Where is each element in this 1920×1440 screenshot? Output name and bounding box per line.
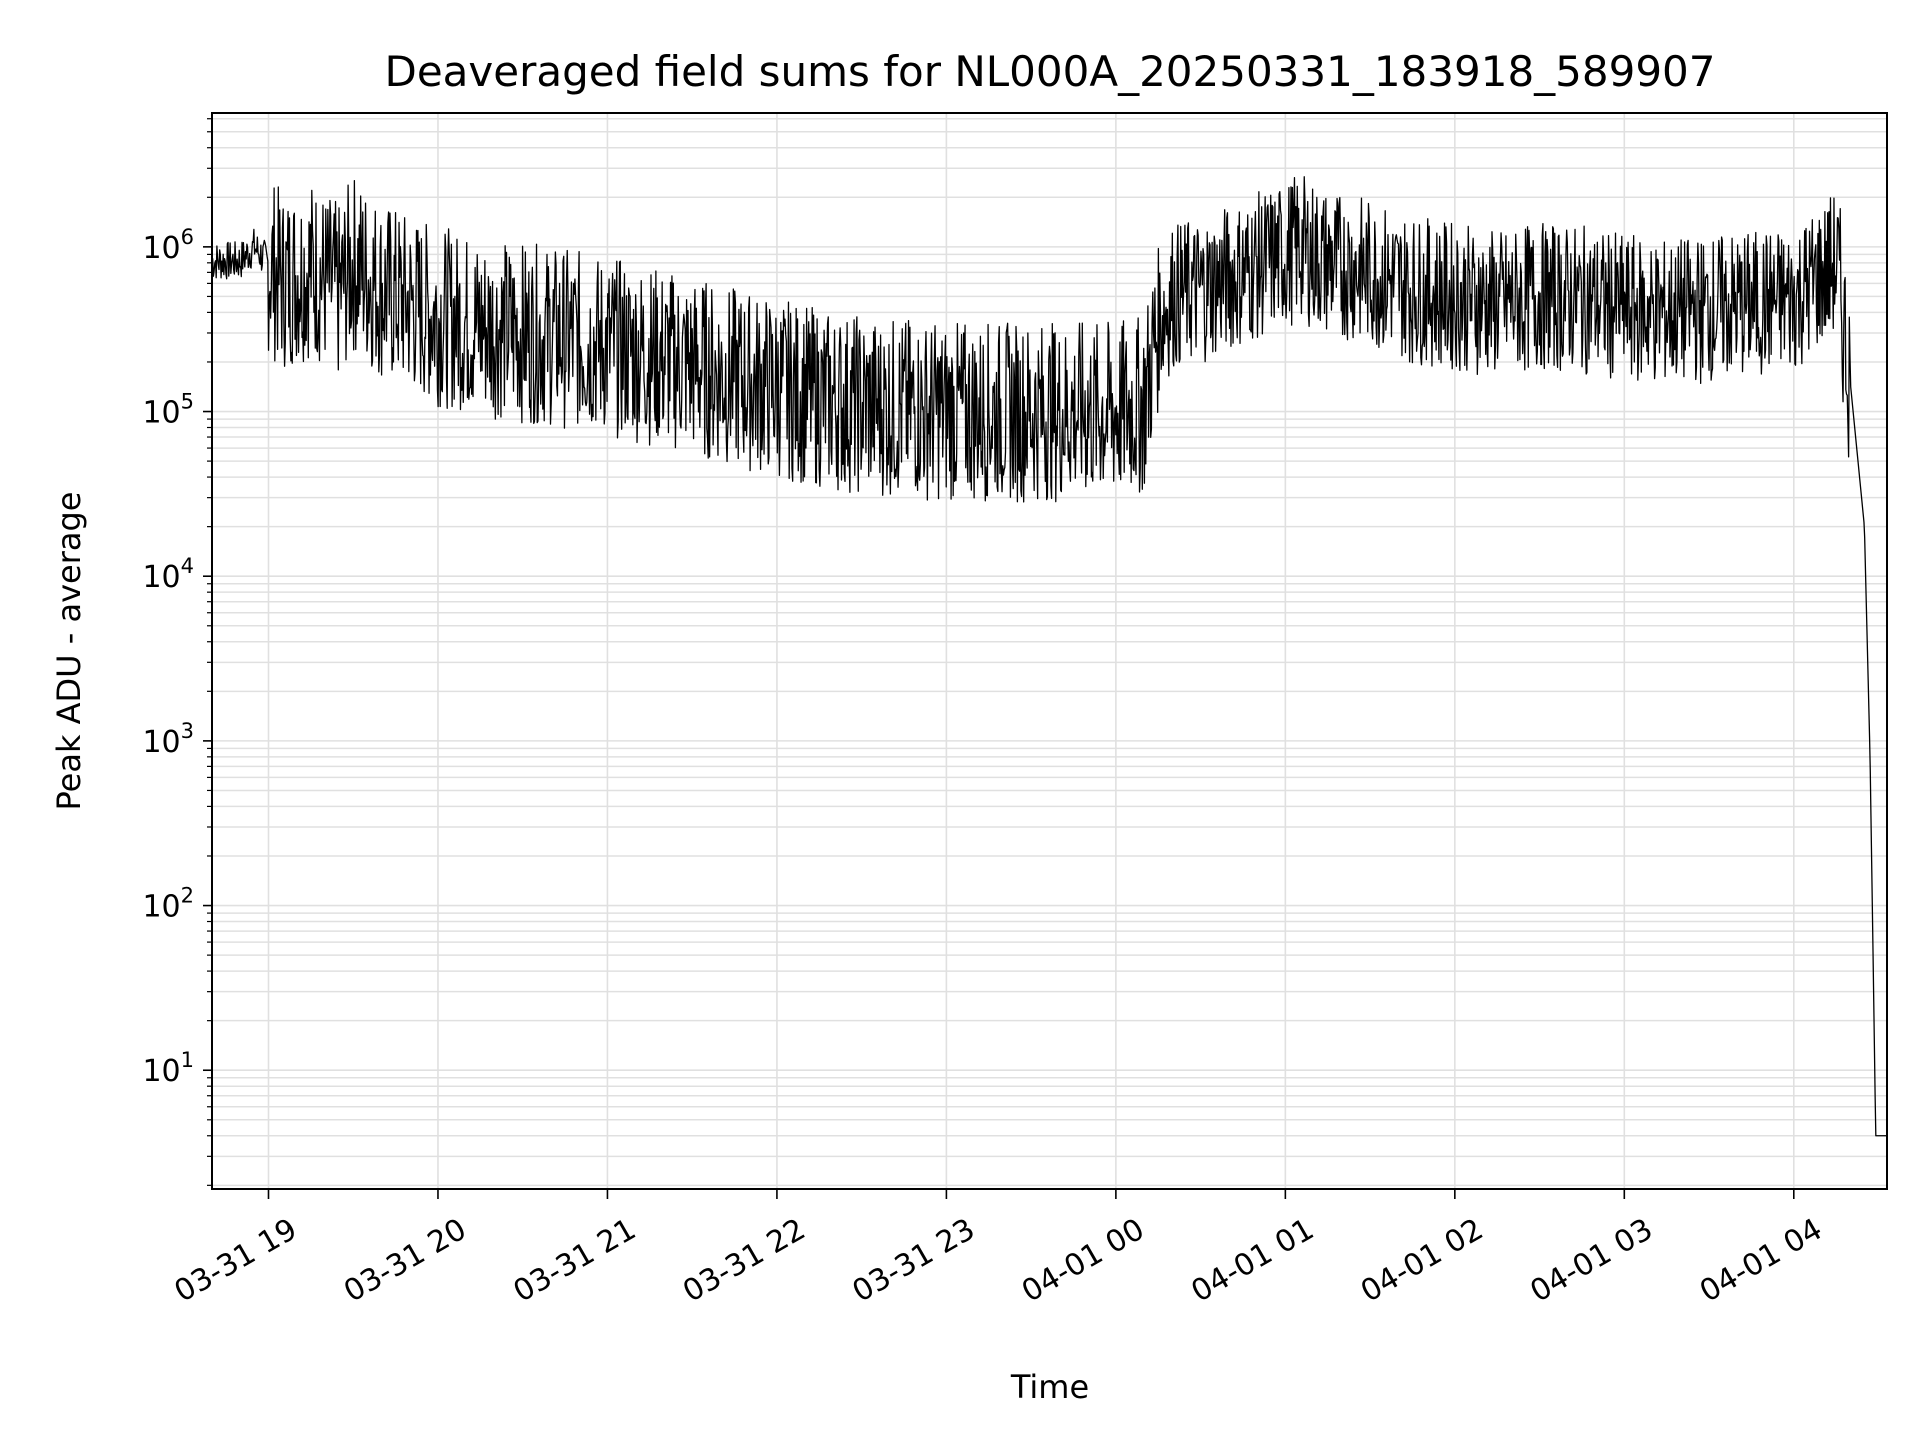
y-tick-label: 104 <box>142 554 194 595</box>
y-tick-label: 101 <box>142 1048 194 1089</box>
y-tick-label: 105 <box>142 390 194 431</box>
x-axis-label: Time <box>1010 1368 1089 1406</box>
series-line <box>211 176 1887 1137</box>
y-axis-ticks: 101 102 103 104 105 106 <box>142 118 212 1186</box>
plot-frame <box>211 112 1888 1190</box>
chart-title: Deaveraged field sums for NL000A_2025033… <box>385 47 1716 96</box>
y-tick-label: 102 <box>142 884 194 925</box>
y-tick-label: 103 <box>142 719 194 760</box>
y-axis-label: Peak ADU - average <box>50 492 88 811</box>
y-tick-label: 106 <box>142 225 194 266</box>
